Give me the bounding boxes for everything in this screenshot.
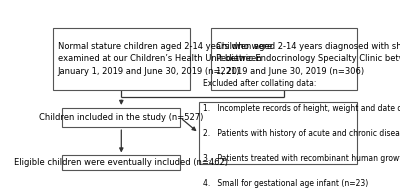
- Text: Eligible children were eventually included (n=462): Eligible children were eventually includ…: [14, 158, 228, 167]
- FancyBboxPatch shape: [53, 28, 190, 90]
- FancyBboxPatch shape: [211, 28, 357, 90]
- Text: Children aged 2-14 years diagnosed with short stature at a
Pediatric Endocrinolo: Children aged 2-14 years diagnosed with …: [216, 42, 400, 76]
- FancyBboxPatch shape: [62, 108, 180, 127]
- FancyBboxPatch shape: [62, 155, 180, 170]
- Text: Normal stature children aged 2-14 years who were
examined at our Children’s Heal: Normal stature children aged 2-14 years …: [58, 42, 272, 76]
- Text: Children included in the study (n=527): Children included in the study (n=527): [39, 113, 204, 122]
- Text: Excluded after collating data:

1.   Incomplete records of height, weight and da: Excluded after collating data: 1. Incomp…: [204, 79, 400, 188]
- FancyBboxPatch shape: [199, 102, 357, 164]
